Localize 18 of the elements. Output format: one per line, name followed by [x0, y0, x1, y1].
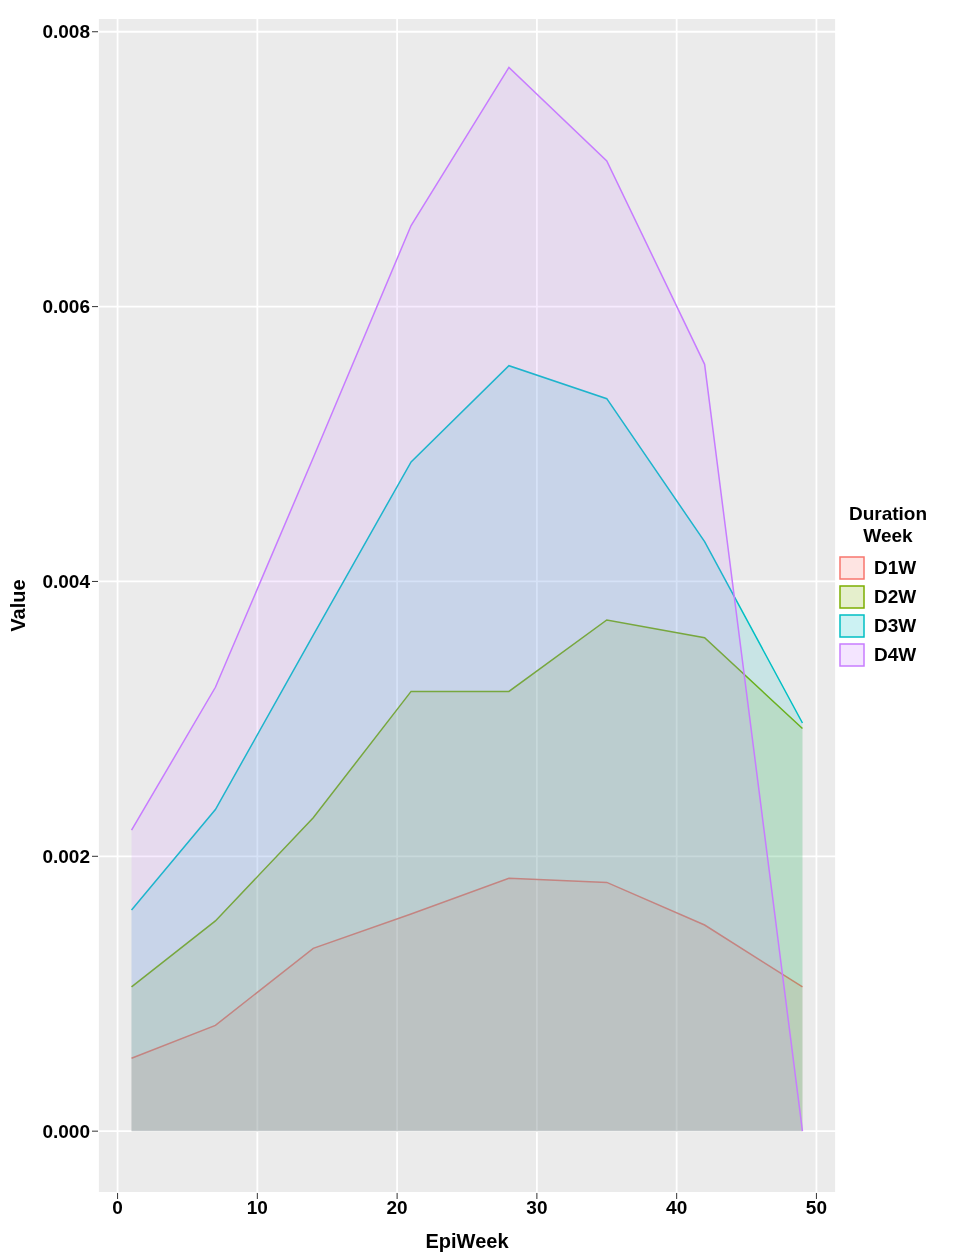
y-tick-label: 0.008 [42, 21, 90, 43]
y-tick-label: 0.004 [42, 571, 91, 593]
x-tick-label: 30 [526, 1197, 548, 1219]
y-tick-label: 0.006 [42, 296, 90, 318]
x-tick-label: 40 [666, 1197, 688, 1219]
x-axis-title: EpiWeek [425, 1230, 510, 1252]
x-tick-label: 20 [386, 1197, 408, 1219]
y-tick-label: 0.002 [42, 846, 90, 868]
x-tick-label: 10 [246, 1197, 268, 1219]
y-tick-label: 0.000 [42, 1120, 90, 1142]
x-tick-label: 0 [112, 1197, 123, 1219]
x-tick-label: 50 [805, 1197, 827, 1219]
legend-label: D3W [874, 614, 917, 637]
legend-label: D1W [874, 556, 917, 579]
y-axis-title: Value [7, 579, 30, 632]
legend-label: D2W [874, 585, 917, 608]
legend-title: Duration Week [847, 503, 929, 547]
legend-label: D4W [874, 643, 917, 666]
